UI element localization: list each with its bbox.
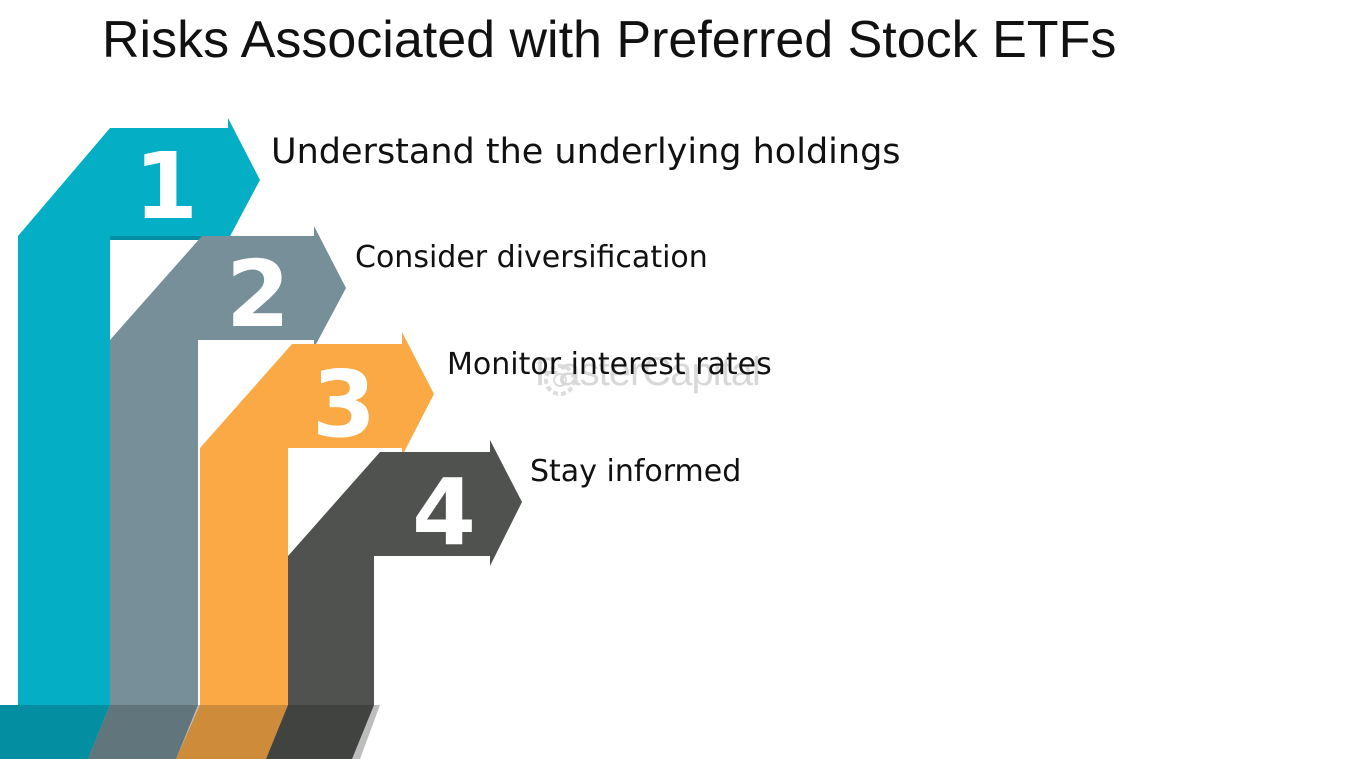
step-arrow-4: 4: [266, 440, 522, 759]
step-arrow-fold-1: [110, 236, 228, 240]
step-label-2: Consider diversification: [355, 240, 708, 275]
step-column-1: [18, 236, 110, 705]
step-number-1: 1: [134, 133, 198, 240]
step-arrow-2: 2: [88, 226, 346, 759]
step-arrow-head-4: [288, 440, 522, 566]
step-arrow-3: 3: [176, 332, 434, 759]
step-number-4: 4: [412, 459, 476, 566]
step-label-4: Stay informed: [530, 454, 742, 489]
watermark: FasterCapital: [535, 350, 761, 394]
step-number-3: 3: [312, 351, 376, 458]
step-column-4: [288, 556, 374, 705]
watermark-gear-icon: [544, 364, 576, 396]
page-title: Risks Associated with Preferred Stock ET…: [102, 11, 1117, 69]
step-column-base-2: [88, 705, 198, 759]
step-column-base-1: [0, 705, 110, 759]
step-column-base-4: [266, 705, 374, 759]
step-column-2: [110, 340, 198, 705]
step-arrow-head-3: [200, 332, 434, 456]
step-number-2: 2: [226, 241, 290, 348]
step-column-3: [200, 448, 288, 705]
step-arrow-head-2: [110, 226, 346, 348]
step-arrow-1: 1: [0, 118, 260, 759]
step-label-3: Monitor interest rates: [447, 347, 772, 382]
step-arrow-head-1: [18, 118, 260, 240]
step-label-1: Understand the underlying holdings: [271, 132, 901, 172]
step-column-base-3: [176, 705, 288, 759]
